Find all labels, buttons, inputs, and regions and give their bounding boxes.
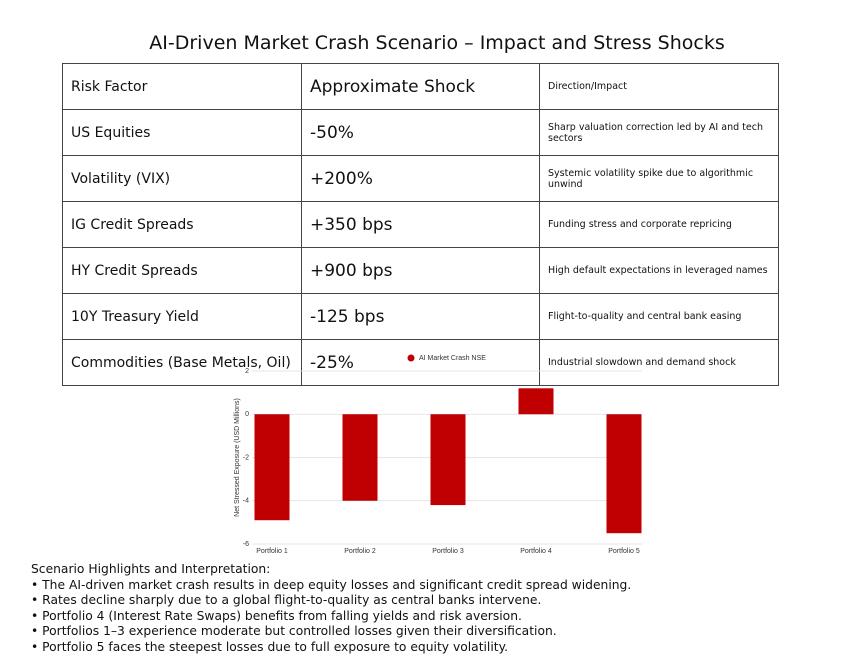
table-cell: 10Y Treasury Yield <box>62 293 302 340</box>
chart: -6 -4 -2 0 2 Net Stressed Exposure (USD Milli… <box>234 354 642 555</box>
highlight-item: Portfolio 5 faces the steepest losses du… <box>31 640 631 656</box>
table-row: IG Credit Spreads +350 bps Funding stress … <box>62 201 779 248</box>
title: AI-Driven Market Crash Scenario – Impact… <box>149 32 725 54</box>
table-cell: Volatility (VIX) <box>62 155 302 202</box>
highlight-item: Rates decline sharply due to a global fl… <box>31 593 631 609</box>
table-cell: +200% <box>301 155 540 202</box>
table-cell: Sharp valuation correction led by AI and… <box>539 109 779 156</box>
bar <box>342 414 378 501</box>
table-cell: US Equities <box>62 109 302 156</box>
bar <box>254 414 290 521</box>
legend-marker <box>407 354 415 362</box>
table-cell: HY Credit Spreads <box>62 247 302 294</box>
table-body: Risk Factor Approximate Shock Direction/Im… <box>62 63 779 386</box>
highlight-item: The AI-driven market crash results in de… <box>31 578 631 594</box>
table-row: 10Y Treasury Yield -125 bps Flight-to-qual… <box>62 293 779 340</box>
table-cell: -25% <box>301 339 540 386</box>
y-tick-label: 2 <box>245 368 249 375</box>
y-tick-label: -2 <box>243 454 249 461</box>
x-tick-label: Portfolio 5 <box>608 548 640 555</box>
table-cell: Systemic volatility spike due to algorit… <box>539 155 779 202</box>
table-cell: Direction/Impact <box>539 63 779 110</box>
table-cell: Approximate Shock <box>301 63 540 110</box>
table-cell: Commodities (Base Metals, Oil) <box>62 339 302 386</box>
highlights: Scenario Highlights and Interpretation: … <box>31 562 631 656</box>
table-row: US Equities -50% Sharp valuation correctio… <box>62 109 779 156</box>
x-tick-label: Portfolio 1 <box>256 548 288 555</box>
y-axis-label: Net Stressed Exposure (USD Millions) <box>234 398 241 517</box>
table-cell: +900 bps <box>301 247 540 294</box>
table-cell: High default expectations in leveraged n… <box>539 247 779 294</box>
x-tick-label: Portfolio 2 <box>344 548 376 555</box>
table-row: HY Credit Spreads +900 bps High default ex… <box>62 247 779 294</box>
table-row: Risk Factor Approximate Shock Direction/Im… <box>62 63 779 110</box>
bar <box>518 388 554 415</box>
y-tick-label: -4 <box>243 498 249 505</box>
table-cell: Funding stress and corporate repricing <box>539 201 779 248</box>
table-cell: -125 bps <box>301 293 540 340</box>
bar <box>430 414 466 506</box>
y-tick-label: -6 <box>243 541 249 548</box>
table-cell: +350 bps <box>301 201 540 248</box>
table-row: Volatility (VIX) +200% Systemic volatility… <box>62 155 779 202</box>
table-cell: -50% <box>301 109 540 156</box>
table-cell: IG Credit Spreads <box>62 201 302 248</box>
x-tick-label: Portfolio 3 <box>432 548 464 555</box>
x-tick-label: Portfolio 4 <box>520 548 552 555</box>
highlight-item: Portfolios 1–3 experience moderate but c… <box>31 624 631 640</box>
highlight-item: Portfolio 4 (Interest Rate Swaps) benefi… <box>31 609 631 625</box>
table-cell: Risk Factor <box>62 63 302 110</box>
table-cell: Industrial slowdown and demand shock <box>539 339 779 386</box>
y-tick-label: 0 <box>245 411 249 418</box>
table-cell: Flight-to-quality and central bank easin… <box>539 293 779 340</box>
bar <box>606 414 642 534</box>
table-row: Commodities (Base Metals, Oil) -25% Indust… <box>62 339 779 386</box>
shock-table: Risk Factor Approximate Shock Direction/Im… <box>62 63 779 386</box>
legend-label: AI Market Crash NSE <box>419 355 486 362</box>
highlights-heading: Scenario Highlights and Interpretation: <box>31 562 271 576</box>
